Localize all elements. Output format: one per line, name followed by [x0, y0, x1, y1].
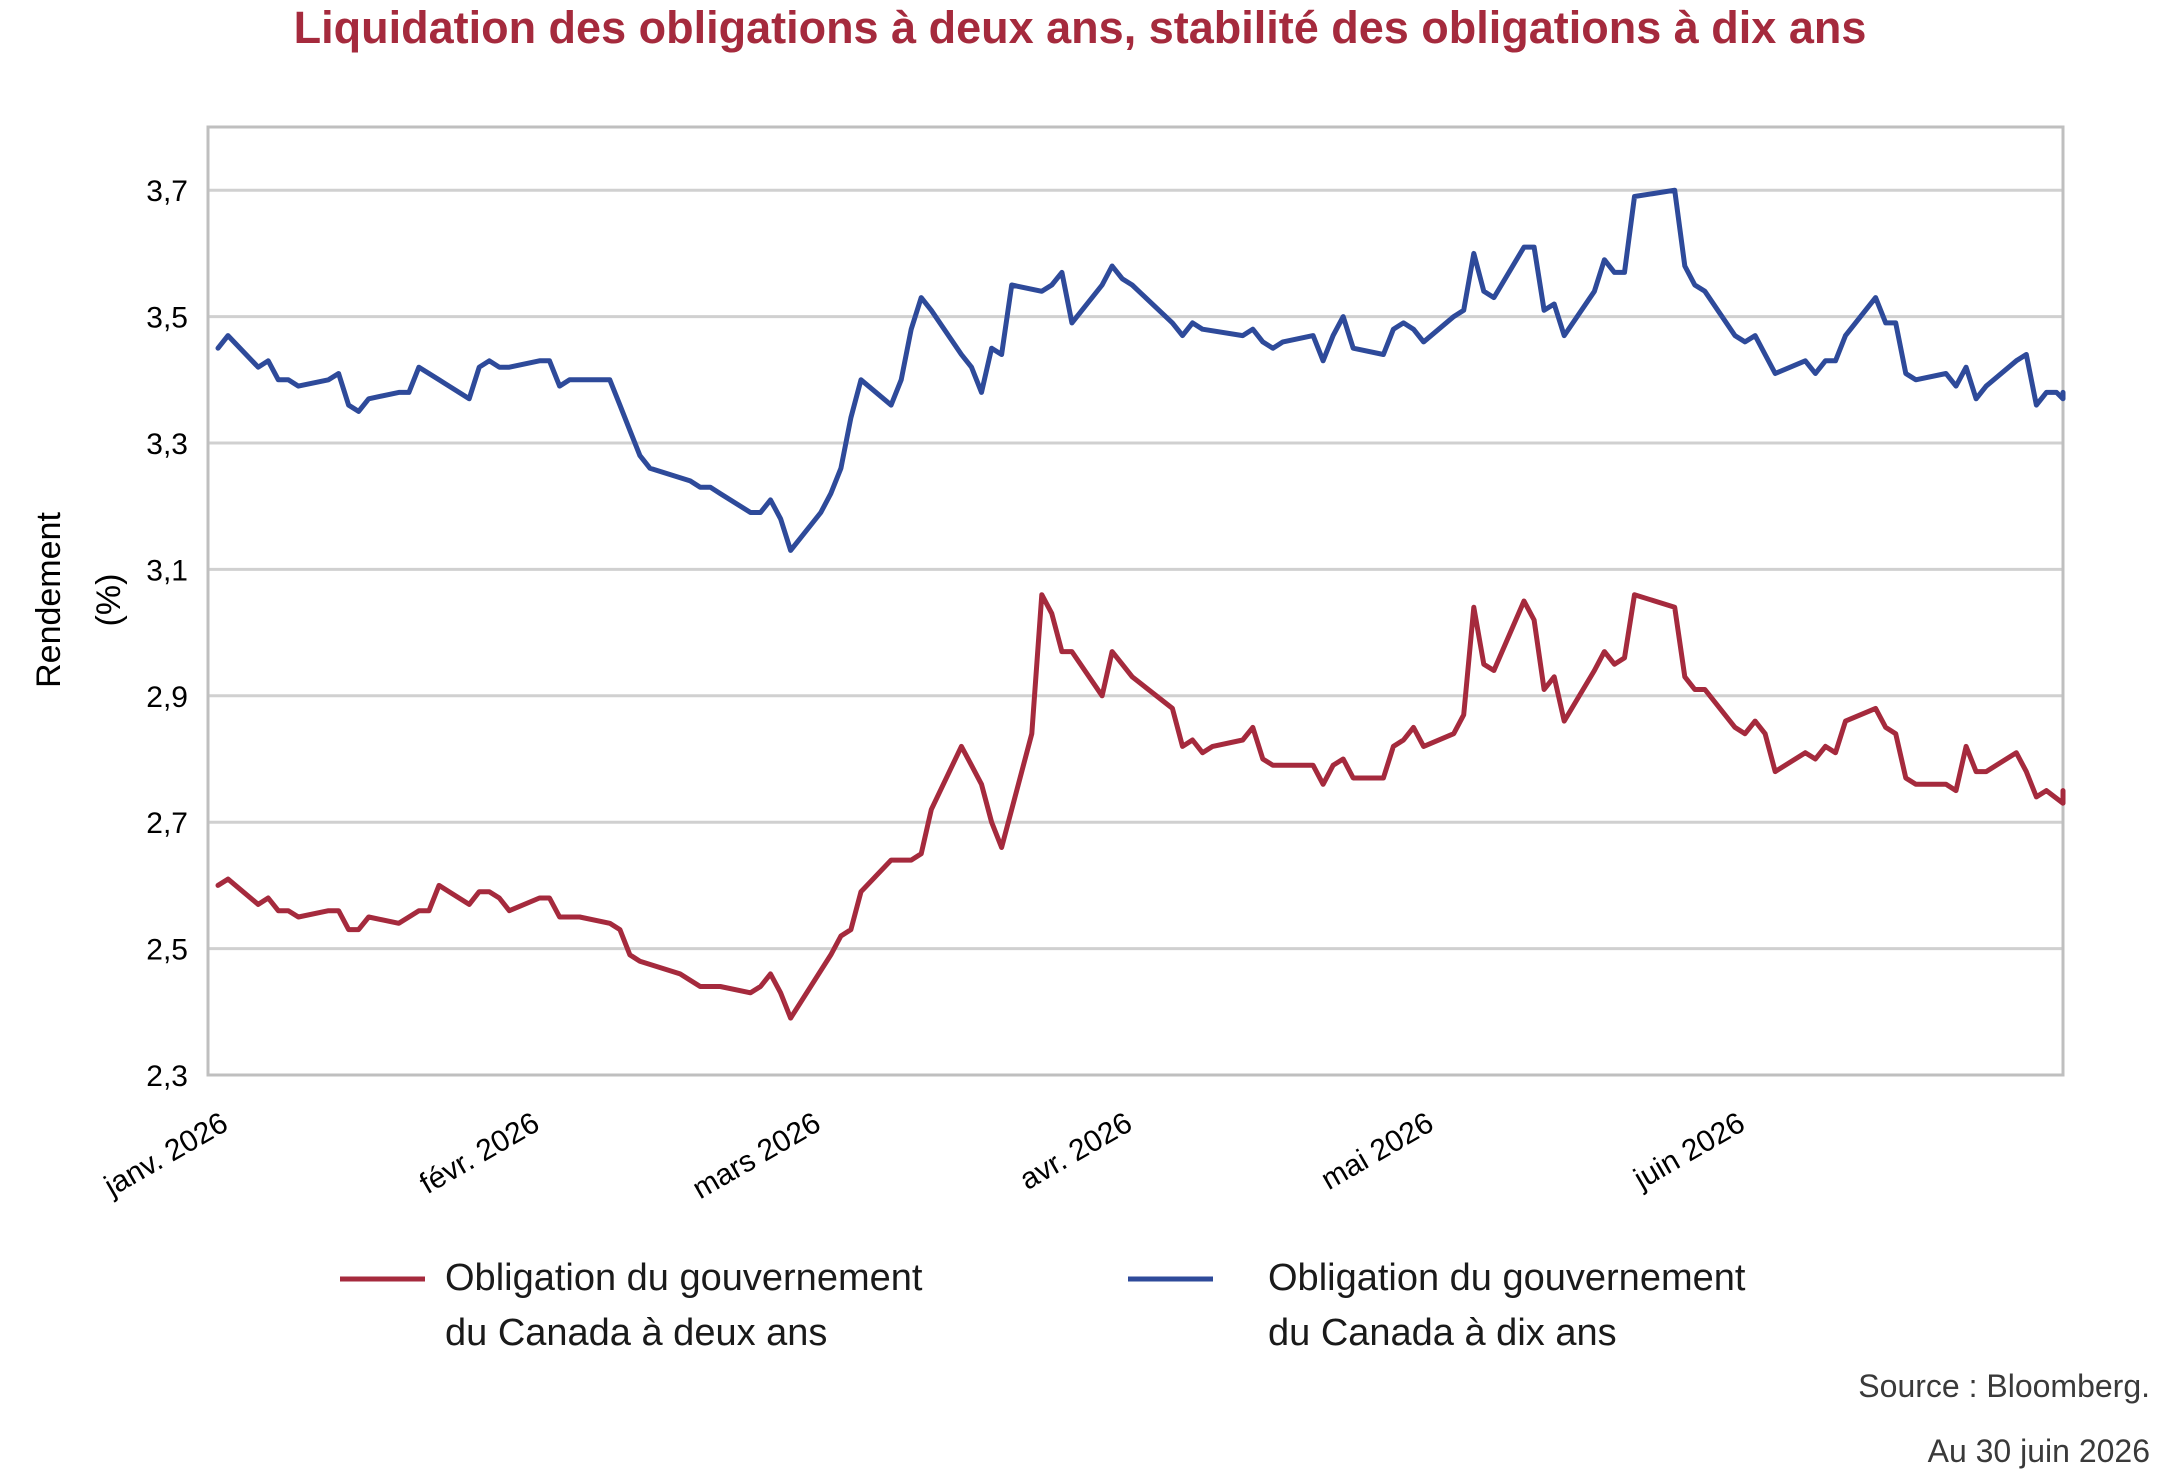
x-tick-label: juin 2026 — [1628, 1106, 1751, 1196]
x-tick-label: mars 2026 — [687, 1106, 826, 1205]
y-axis-ticks: 2,3 2,5 2,7 2,9 3,1 3,3 3,5 3,7 — [146, 175, 188, 1093]
x-tick-label: janv. 2026 — [98, 1106, 233, 1203]
y-tick-label: 3,7 — [146, 175, 188, 208]
y-tick-label: 3,1 — [146, 554, 188, 587]
chart-title: Liquidation des obligations à deux ans, … — [293, 2, 1867, 53]
series-line-two-year — [215, 592, 2066, 1021]
legend-item-ten-year: Obligation du gouvernement du Canada à d… — [1128, 1257, 1746, 1354]
legend-label-ten-year-line-2: du Canada à dix ans — [1268, 1312, 1617, 1354]
series-lines — [215, 187, 2066, 1021]
y-tick-label: 2,3 — [146, 1060, 188, 1093]
series-line-ten-year — [215, 187, 2066, 553]
gridlines — [208, 188, 2063, 951]
as-of-date-note: Au 30 juin 2026 — [1928, 1433, 2150, 1469]
x-axis-ticks: janv. 2026 févr. 2026 mars 2026 avr. 2026 ma… — [98, 1106, 1750, 1205]
x-tick-label: mai 2026 — [1316, 1106, 1439, 1196]
source-note: Source : Bloomberg. — [1858, 1368, 2150, 1404]
y-tick-label: 3,5 — [146, 302, 188, 335]
legend: Obligation du gouvernement du Canada à d… — [340, 1257, 1746, 1354]
legend-item-two-year: Obligation du gouvernement du Canada à d… — [340, 1257, 923, 1354]
y-axis-label: Rendement (%) — [30, 512, 128, 688]
y-axis-label-line-2: (%) — [90, 574, 128, 627]
x-tick-label: févr. 2026 — [414, 1106, 545, 1200]
legend-label-ten-year-line-1: Obligation du gouvernement — [1268, 1257, 1746, 1299]
y-tick-label: 3,3 — [146, 428, 188, 461]
y-tick-label: 2,7 — [146, 807, 188, 840]
legend-label-two-year-line-2: du Canada à deux ans — [445, 1312, 827, 1354]
x-tick-label: avr. 2026 — [1014, 1106, 1137, 1196]
y-tick-label: 2,5 — [146, 934, 188, 967]
plot-area — [206, 125, 2065, 1077]
y-tick-label: 2,9 — [146, 681, 188, 714]
legend-label-two-year-line-1: Obligation du gouvernement — [445, 1257, 923, 1299]
y-axis-label-line-1: Rendement — [30, 512, 68, 688]
